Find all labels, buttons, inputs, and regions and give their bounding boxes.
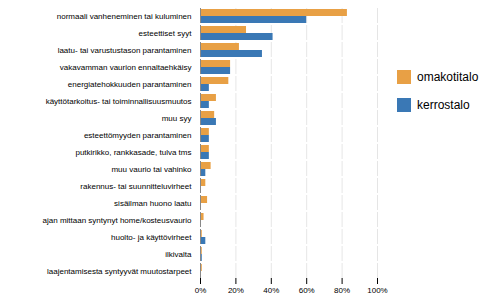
svg-text:20%: 20% bbox=[228, 286, 244, 295]
svg-text:normaali vanheneminen tai kulu: normaali vanheneminen tai kuluminen bbox=[57, 12, 192, 21]
svg-text:esteettömyyden parantaminen: esteettömyyden parantaminen bbox=[84, 131, 192, 140]
svg-text:energiatehokkuuden parantamine: energiatehokkuuden parantaminen bbox=[68, 80, 192, 89]
svg-text:100%: 100% bbox=[367, 286, 387, 295]
svg-text:laajentamisesta syntyyvät muut: laajentamisesta syntyyvät muutostarpeet bbox=[47, 267, 192, 276]
svg-text:ilkivalta: ilkivalta bbox=[165, 250, 192, 259]
svg-text:huolto- ja käyttövirheet: huolto- ja käyttövirheet bbox=[111, 233, 192, 242]
svg-text:sisäilman huono laatu: sisäilman huono laatu bbox=[114, 199, 191, 208]
svg-text:60%: 60% bbox=[299, 286, 315, 295]
svg-text:0%: 0% bbox=[195, 286, 207, 295]
svg-text:muu vaurio tai vahinko: muu vaurio tai vahinko bbox=[111, 165, 192, 174]
svg-text:käyttötarkoitus- tai toiminnal: käyttötarkoitus- tai toiminnallisuusmuut… bbox=[46, 97, 192, 106]
svg-text:laatu- tai varustustason paran: laatu- tai varustustason parantaminen bbox=[58, 46, 192, 55]
svg-text:esteettiset syyt: esteettiset syyt bbox=[139, 29, 193, 38]
svg-text:muu syy: muu syy bbox=[162, 114, 192, 123]
svg-text:vakavamman vaurion ennaltaehkä: vakavamman vaurion ennaltaehkäisy bbox=[60, 63, 192, 72]
svg-text:40%: 40% bbox=[263, 286, 279, 295]
svg-text:putkirikko, rankkasade, tulva: putkirikko, rankkasade, tulva tms bbox=[75, 148, 191, 157]
html-text:kerrostalo: kerrostalo bbox=[417, 98, 470, 112]
svg-text:ajan mittaan syntynyt home/kos: ajan mittaan syntynyt home/kosteusvaurio bbox=[43, 216, 193, 225]
svg-text:rakennus- tai suunnitteluvirhe: rakennus- tai suunnitteluvirheet bbox=[80, 182, 192, 191]
html-text:omakotitalo: omakotitalo bbox=[417, 70, 479, 84]
svg-text:80%: 80% bbox=[334, 286, 350, 295]
